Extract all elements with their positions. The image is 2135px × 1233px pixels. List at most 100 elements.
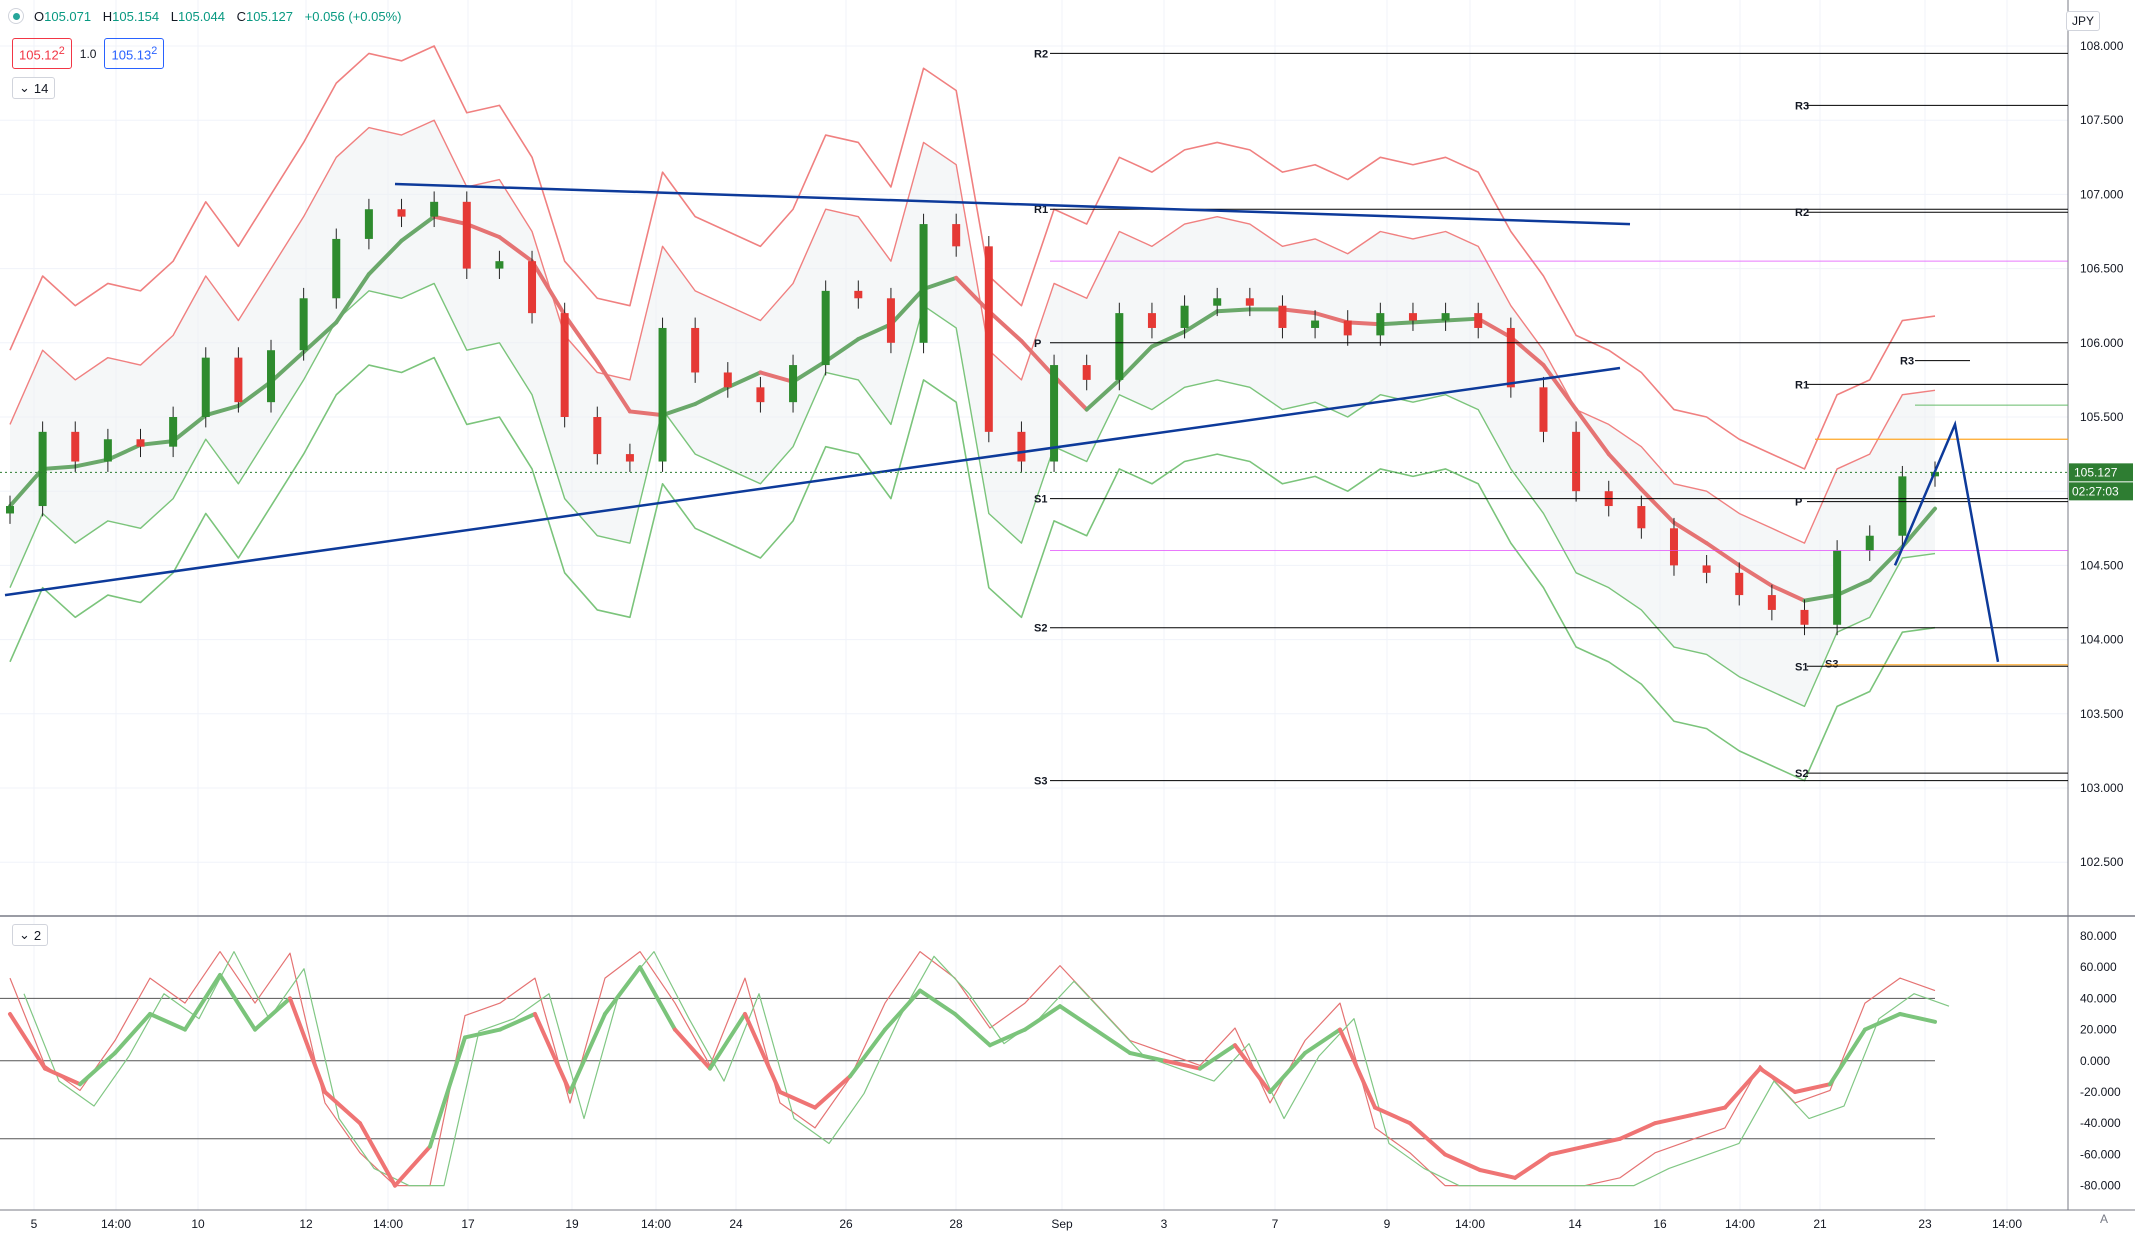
moving-average-segment (1508, 335, 1546, 368)
high-value: 105.154 (112, 8, 160, 24)
candle-body (854, 290, 863, 299)
candle-body (71, 431, 80, 462)
candle-body (1800, 609, 1809, 625)
moving-average-segment (1410, 318, 1448, 325)
osc-main-segment (1373, 1105, 1412, 1126)
upper-band-inner (9, 119, 1936, 544)
price-tick-label: 106.000 (2080, 336, 2124, 350)
trend-line-support (4, 366, 1621, 597)
osc-main-segment (953, 1012, 992, 1048)
candle-body (397, 209, 406, 217)
osc-main-segment (1408, 1121, 1447, 1157)
moving-average-segment (334, 272, 371, 325)
band-shade (10, 120, 1935, 707)
candle-body (952, 224, 961, 247)
moving-average-segment (171, 413, 208, 444)
candle-body (332, 238, 341, 299)
time-tick-label: 12 (299, 1217, 313, 1231)
pivot-label: S2 (1795, 768, 1808, 780)
osc-main-segment (1268, 1051, 1307, 1094)
osc-main-segment (1478, 1168, 1517, 1180)
buy-button[interactable]: 105.132 (104, 38, 165, 70)
osc-main-segment (183, 973, 222, 1032)
moving-average-segment (497, 235, 535, 264)
candle-body (364, 209, 373, 239)
moving-average-segment (1737, 563, 1774, 588)
price-tick-label: 107.000 (2080, 187, 2124, 201)
candle-body (984, 246, 993, 432)
moving-average-segment (1574, 407, 1611, 457)
candle-body (1637, 506, 1646, 529)
osc-main-segment (1618, 1121, 1657, 1141)
candle-body (6, 506, 14, 514)
osc-main-segment (8, 1012, 47, 1071)
osc-tick-label: 20.000 (2080, 1023, 2117, 1037)
indicators-collapse-button[interactable]: ⌄ 14 (12, 77, 56, 99)
countdown-marker (2069, 482, 2133, 501)
moving-average-segment (595, 359, 632, 414)
candle-body (1669, 528, 1678, 566)
currency-label[interactable]: JPY (2066, 11, 2101, 31)
candle-body (789, 365, 798, 403)
osc-main-segment (883, 988, 922, 1032)
moving-average-segment (399, 214, 437, 243)
sell-button[interactable]: 105.122 (12, 38, 72, 70)
candle-body (1017, 431, 1026, 462)
pivot-label: P (1034, 338, 1041, 350)
osc-main-segment (1023, 1004, 1062, 1032)
candle-body (495, 261, 504, 269)
moving-average-segment (73, 457, 110, 469)
osc-main-segment (113, 1012, 152, 1055)
auto-scale-button[interactable]: A (2100, 1212, 2109, 1226)
time-tick-label: 14:00 (373, 1217, 403, 1231)
moving-average-segment (1019, 338, 1057, 379)
upper-band-outer (9, 45, 1936, 470)
candle-body (625, 454, 634, 462)
candle-body (1311, 320, 1320, 328)
candle-body (1376, 313, 1385, 336)
time-tick-label: 23 (1918, 1217, 1932, 1231)
price-tick-label: 102.500 (2080, 855, 2124, 869)
osc-main-segment (323, 1090, 362, 1126)
candle-body (1767, 595, 1776, 610)
osc-main-segment (1723, 1066, 1762, 1110)
candle-body (1735, 572, 1744, 596)
osc-main-segment (1443, 1152, 1482, 1172)
pivot-label: R3 (1795, 100, 1809, 112)
pivot-label: R1 (1795, 379, 1809, 391)
osc-tick-label: 80.000 (2080, 929, 2117, 943)
osc-main-segment (1198, 1043, 1237, 1071)
moving-average-segment (1606, 452, 1644, 492)
osc-main-segment (43, 1066, 82, 1087)
moving-average-segment (1704, 541, 1742, 568)
candle-body (38, 431, 47, 507)
price-tick-label: 104.500 (2080, 558, 2124, 572)
osc-main-segment (253, 996, 292, 1032)
moving-average-segment (432, 214, 469, 227)
candle-body (1572, 431, 1581, 492)
osc-main-segment (1338, 1027, 1377, 1110)
osc-tick-label: -60.000 (2080, 1147, 2121, 1161)
osc-signal-line (23, 950, 1950, 1187)
candle-body (658, 327, 667, 462)
moving-average-segment (986, 309, 1024, 343)
candle-body (1506, 327, 1515, 388)
candle-body (560, 313, 569, 417)
moving-average-segment (1182, 309, 1220, 334)
pivot-label: R1 (1034, 204, 1048, 216)
candle-body (1441, 313, 1450, 321)
close-value: 105.127 (246, 8, 294, 24)
osc-main-segment (1863, 1012, 1902, 1032)
osc-main-segment (778, 1090, 817, 1110)
osc-tick-label: -80.000 (2080, 1179, 2121, 1193)
time-tick-label: 10 (191, 1217, 205, 1231)
osc-main-segment (568, 1012, 607, 1094)
last-price-marker (2069, 463, 2133, 482)
symbol-status-icon[interactable] (8, 8, 24, 24)
candle-body (462, 201, 471, 269)
oscillator-collapse-button[interactable]: ⌄ 2 (12, 924, 49, 946)
osc-tick-label: 60.000 (2080, 960, 2117, 974)
candle-body (1147, 313, 1156, 328)
osc-main-segment (603, 965, 642, 1016)
